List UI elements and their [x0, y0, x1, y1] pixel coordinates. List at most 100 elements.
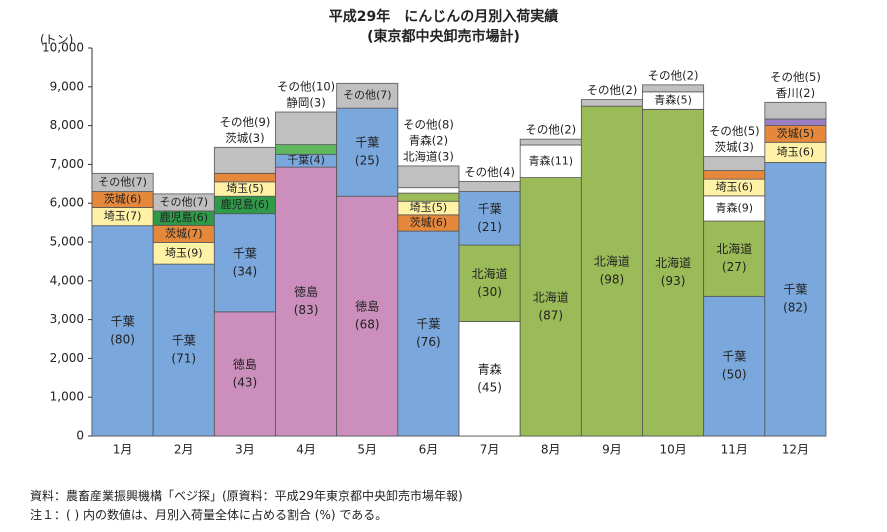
- segment-label: 千葉: [722, 350, 746, 364]
- x-tick-label: 3月: [235, 443, 255, 457]
- segment-label: 千葉: [783, 283, 807, 297]
- bar-segment: [213, 311, 276, 437]
- segment-pct-label: (45): [477, 380, 502, 394]
- x-tick-label: 6月: [419, 443, 439, 457]
- segment-label: 茨城(5): [777, 126, 815, 140]
- segment-pct-label: (25): [355, 154, 380, 168]
- segment-label: その他(7): [159, 195, 208, 208]
- bar-segment: [213, 172, 276, 183]
- bar-segment: [458, 244, 521, 322]
- above-bar-label: その他(9): [220, 115, 271, 129]
- bar-segment: [213, 213, 276, 313]
- segment-label: 青森(5): [654, 93, 692, 107]
- segment-pct-label: (27): [722, 260, 747, 274]
- segment-label: 茨城(7): [165, 226, 203, 240]
- bar-segment: [703, 170, 766, 180]
- segment-pct-label: (83): [294, 303, 319, 317]
- above-bar-label: その他(5): [709, 124, 760, 138]
- above-bar-label: その他(5): [770, 70, 821, 84]
- y-tick-label: 9,000: [50, 79, 84, 93]
- segment-label: 北海道: [594, 254, 630, 269]
- bar-segment: [336, 195, 399, 437]
- bar-segment: [458, 321, 521, 437]
- segment-pct-label: (76): [416, 335, 441, 349]
- bar-segment: [519, 177, 582, 437]
- bar-segment: [275, 111, 338, 146]
- y-tick-label: 4,000: [50, 273, 84, 287]
- segment-pct-label: (43): [233, 375, 258, 389]
- bar-segment: [642, 108, 705, 437]
- above-bar-label: その他(10): [277, 80, 335, 94]
- bar-segment: [397, 192, 460, 202]
- above-bar-label: 茨城(3): [225, 131, 264, 145]
- segment-label: 埼玉(7): [104, 209, 142, 223]
- bar-segment: [336, 82, 399, 109]
- bar-segment: [519, 144, 582, 178]
- x-tick-label: 4月: [296, 443, 316, 457]
- x-tick-label: 5月: [357, 443, 377, 457]
- segment-pct-label: (71): [171, 352, 196, 366]
- bar-segment: [458, 191, 521, 246]
- bar-segment: [519, 138, 582, 146]
- chart-subtitle: (東京都中央卸売市場計): [367, 29, 520, 45]
- bar-segment: [336, 107, 399, 197]
- above-bar-label: その他(4): [464, 165, 515, 179]
- source-note: 資料：農畜産業振興機構「ベジ探」(原資料：平成29年東京都中央卸売市場年報): [30, 489, 463, 503]
- bar-segment: [397, 165, 460, 189]
- segment-pct-label: (68): [355, 318, 380, 332]
- segment-label: 北海道: [533, 289, 569, 304]
- segment-label: 千葉: [233, 246, 257, 260]
- segment-pct-label: (98): [600, 273, 625, 287]
- segment-label: 埼玉(6): [715, 179, 753, 193]
- x-tick-label: 7月: [480, 443, 500, 457]
- segment-label: 鹿児島(6): [159, 210, 208, 224]
- segment-label: 青森: [478, 361, 502, 376]
- segment-pct-label: (21): [477, 220, 502, 234]
- footnote: 注１：( ) 内の数値は、月別入荷量全体に占める割合 (%) である。: [30, 508, 388, 522]
- y-tick-label: 0: [76, 429, 84, 443]
- segment-label: 埼玉(5): [226, 181, 264, 195]
- y-tick-label: 8,000: [50, 118, 84, 132]
- y-tick-label: 5,000: [50, 235, 84, 249]
- y-tick-label: 6,000: [50, 196, 84, 210]
- x-tick-label: 2月: [174, 443, 194, 457]
- segment-label: 北海道: [655, 255, 691, 270]
- segment-label: 千葉(4): [287, 153, 325, 167]
- x-tick-label: 8月: [541, 443, 561, 457]
- segment-label: 北海道: [716, 241, 752, 256]
- segment-label: 千葉: [111, 314, 135, 328]
- segment-label: 青森(9): [715, 200, 753, 214]
- bar-segment: [152, 263, 215, 437]
- segment-pct-label: (50): [722, 368, 747, 382]
- segment-pct-label: (82): [783, 301, 808, 315]
- x-tick-label: 1月: [113, 443, 133, 457]
- bar-segment: [458, 181, 521, 192]
- above-bar-label: 香川(2): [776, 86, 815, 100]
- above-bar-label: 青森(2): [409, 133, 448, 147]
- segment-label: 千葉: [172, 334, 196, 348]
- bar-segment: [91, 225, 154, 437]
- bar-segment: [703, 156, 766, 172]
- segment-label: 茨城(6): [410, 215, 448, 229]
- bar-segment: [764, 118, 827, 126]
- segment-label: 千葉: [416, 317, 440, 331]
- segment-label: 徳島: [355, 299, 379, 314]
- bar-segment: [703, 220, 766, 297]
- y-tick-label: 2,000: [50, 351, 84, 365]
- segment-pct-label: (93): [661, 274, 686, 288]
- x-tick-label: 10月: [659, 443, 686, 457]
- y-tick-label: 10,000: [42, 41, 84, 55]
- bar-segment: [275, 166, 338, 437]
- segment-label: 千葉: [355, 136, 379, 150]
- bar-segment: [397, 230, 460, 437]
- segment-pct-label: (34): [233, 264, 258, 278]
- above-bar-label: その他(8): [403, 117, 454, 131]
- segment-label: 埼玉(6): [777, 144, 815, 158]
- segment-label: 徳島: [233, 356, 257, 371]
- y-tick-label: 1,000: [50, 390, 84, 404]
- segment-label: 青森(11): [528, 153, 573, 167]
- segment-pct-label: (30): [477, 285, 502, 299]
- bar-segment: [642, 84, 705, 93]
- stacked-bar-chart: (トン) 0 1,000 2,000 3,000 4,000 5,000 6,000 7,000…: [40, 33, 827, 457]
- bar-segment: [91, 172, 154, 192]
